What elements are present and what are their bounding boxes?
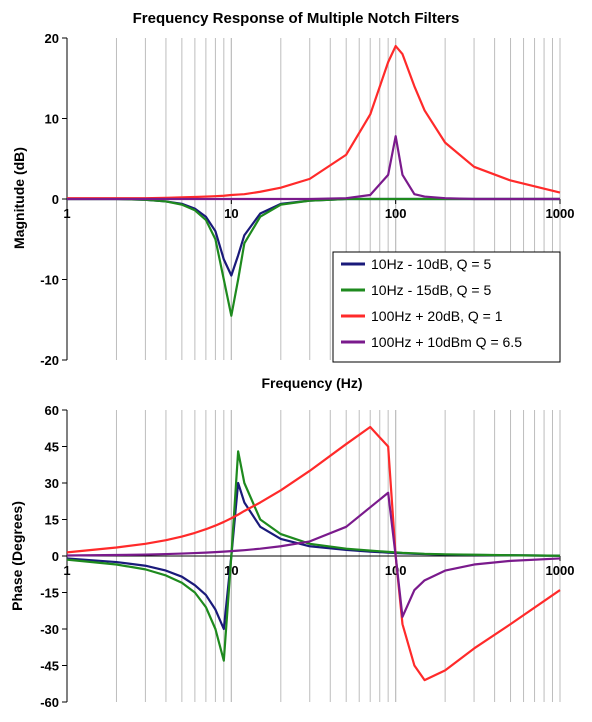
phase-x-tick-label: 1000 <box>546 563 575 578</box>
phase-y-tick-label: 15 <box>45 513 59 528</box>
phase-x-tick-label: 1 <box>63 563 70 578</box>
legend-label-4: 100Hz + 10dBm Q = 6.5 <box>371 334 522 350</box>
phase-y-tick-label: 60 <box>45 403 59 418</box>
magnitude-x-tick-label: 1000 <box>546 206 575 221</box>
legend-box <box>332 251 561 363</box>
magnitude-y-tick-label: 10 <box>45 112 59 127</box>
magnitude-y-tick-label: -10 <box>40 273 59 288</box>
magnitude-series-line-2 <box>67 197 560 317</box>
legend-label-1: 10Hz - 10dB, Q = 5 <box>371 256 491 272</box>
legend-label-3: 100Hz + 20dB, Q = 1 <box>371 308 503 324</box>
phase-y-tick-label: 0 <box>52 549 59 564</box>
magnitude-y-tick-label: -20 <box>40 353 59 368</box>
phase-y-tick-label: -30 <box>40 622 59 637</box>
legend-label-2: 10Hz - 15dB, Q = 5 <box>371 282 491 298</box>
magnitude-x-tick-label: 100 <box>385 206 407 221</box>
phase-y-tick-label: -45 <box>40 659 59 674</box>
phase-series-line-4 <box>66 491 561 618</box>
magnitude-x-axis-title: Frequency (Hz) <box>261 375 362 391</box>
magnitude-y-tick-label: 20 <box>45 31 59 46</box>
phase-y-tick-label: 45 <box>45 440 59 455</box>
phase-y-tick-label: -60 <box>40 695 59 710</box>
magnitude-series <box>67 44 561 317</box>
magnitude-series-line-3 <box>67 44 561 200</box>
phase-x-tick-label: 100 <box>385 563 407 578</box>
phase-series-line-3 <box>66 425 561 682</box>
magnitude-x-tick-label: 1 <box>63 206 70 221</box>
phase-series <box>66 425 561 682</box>
phase-y-tick-label: -15 <box>40 586 59 601</box>
phase-y-tick-label: 30 <box>45 476 59 491</box>
legend: 10Hz - 10dB, Q = 5 10Hz - 15dB, Q = 5 100H… <box>332 251 561 363</box>
magnitude-y-axis-title: Magnitude (dB) <box>11 147 27 249</box>
magnitude-x-tick-label: 10 <box>224 206 238 221</box>
chart-title: Frequency Response of Multiple Notch Fil… <box>133 10 460 27</box>
magnitude-series-line-4 <box>67 135 560 201</box>
magnitude-y-tick-label: 0 <box>52 192 59 207</box>
phase-series-line-2 <box>66 450 561 662</box>
phase-y-axis-title: Phase (Degrees) <box>9 501 25 611</box>
